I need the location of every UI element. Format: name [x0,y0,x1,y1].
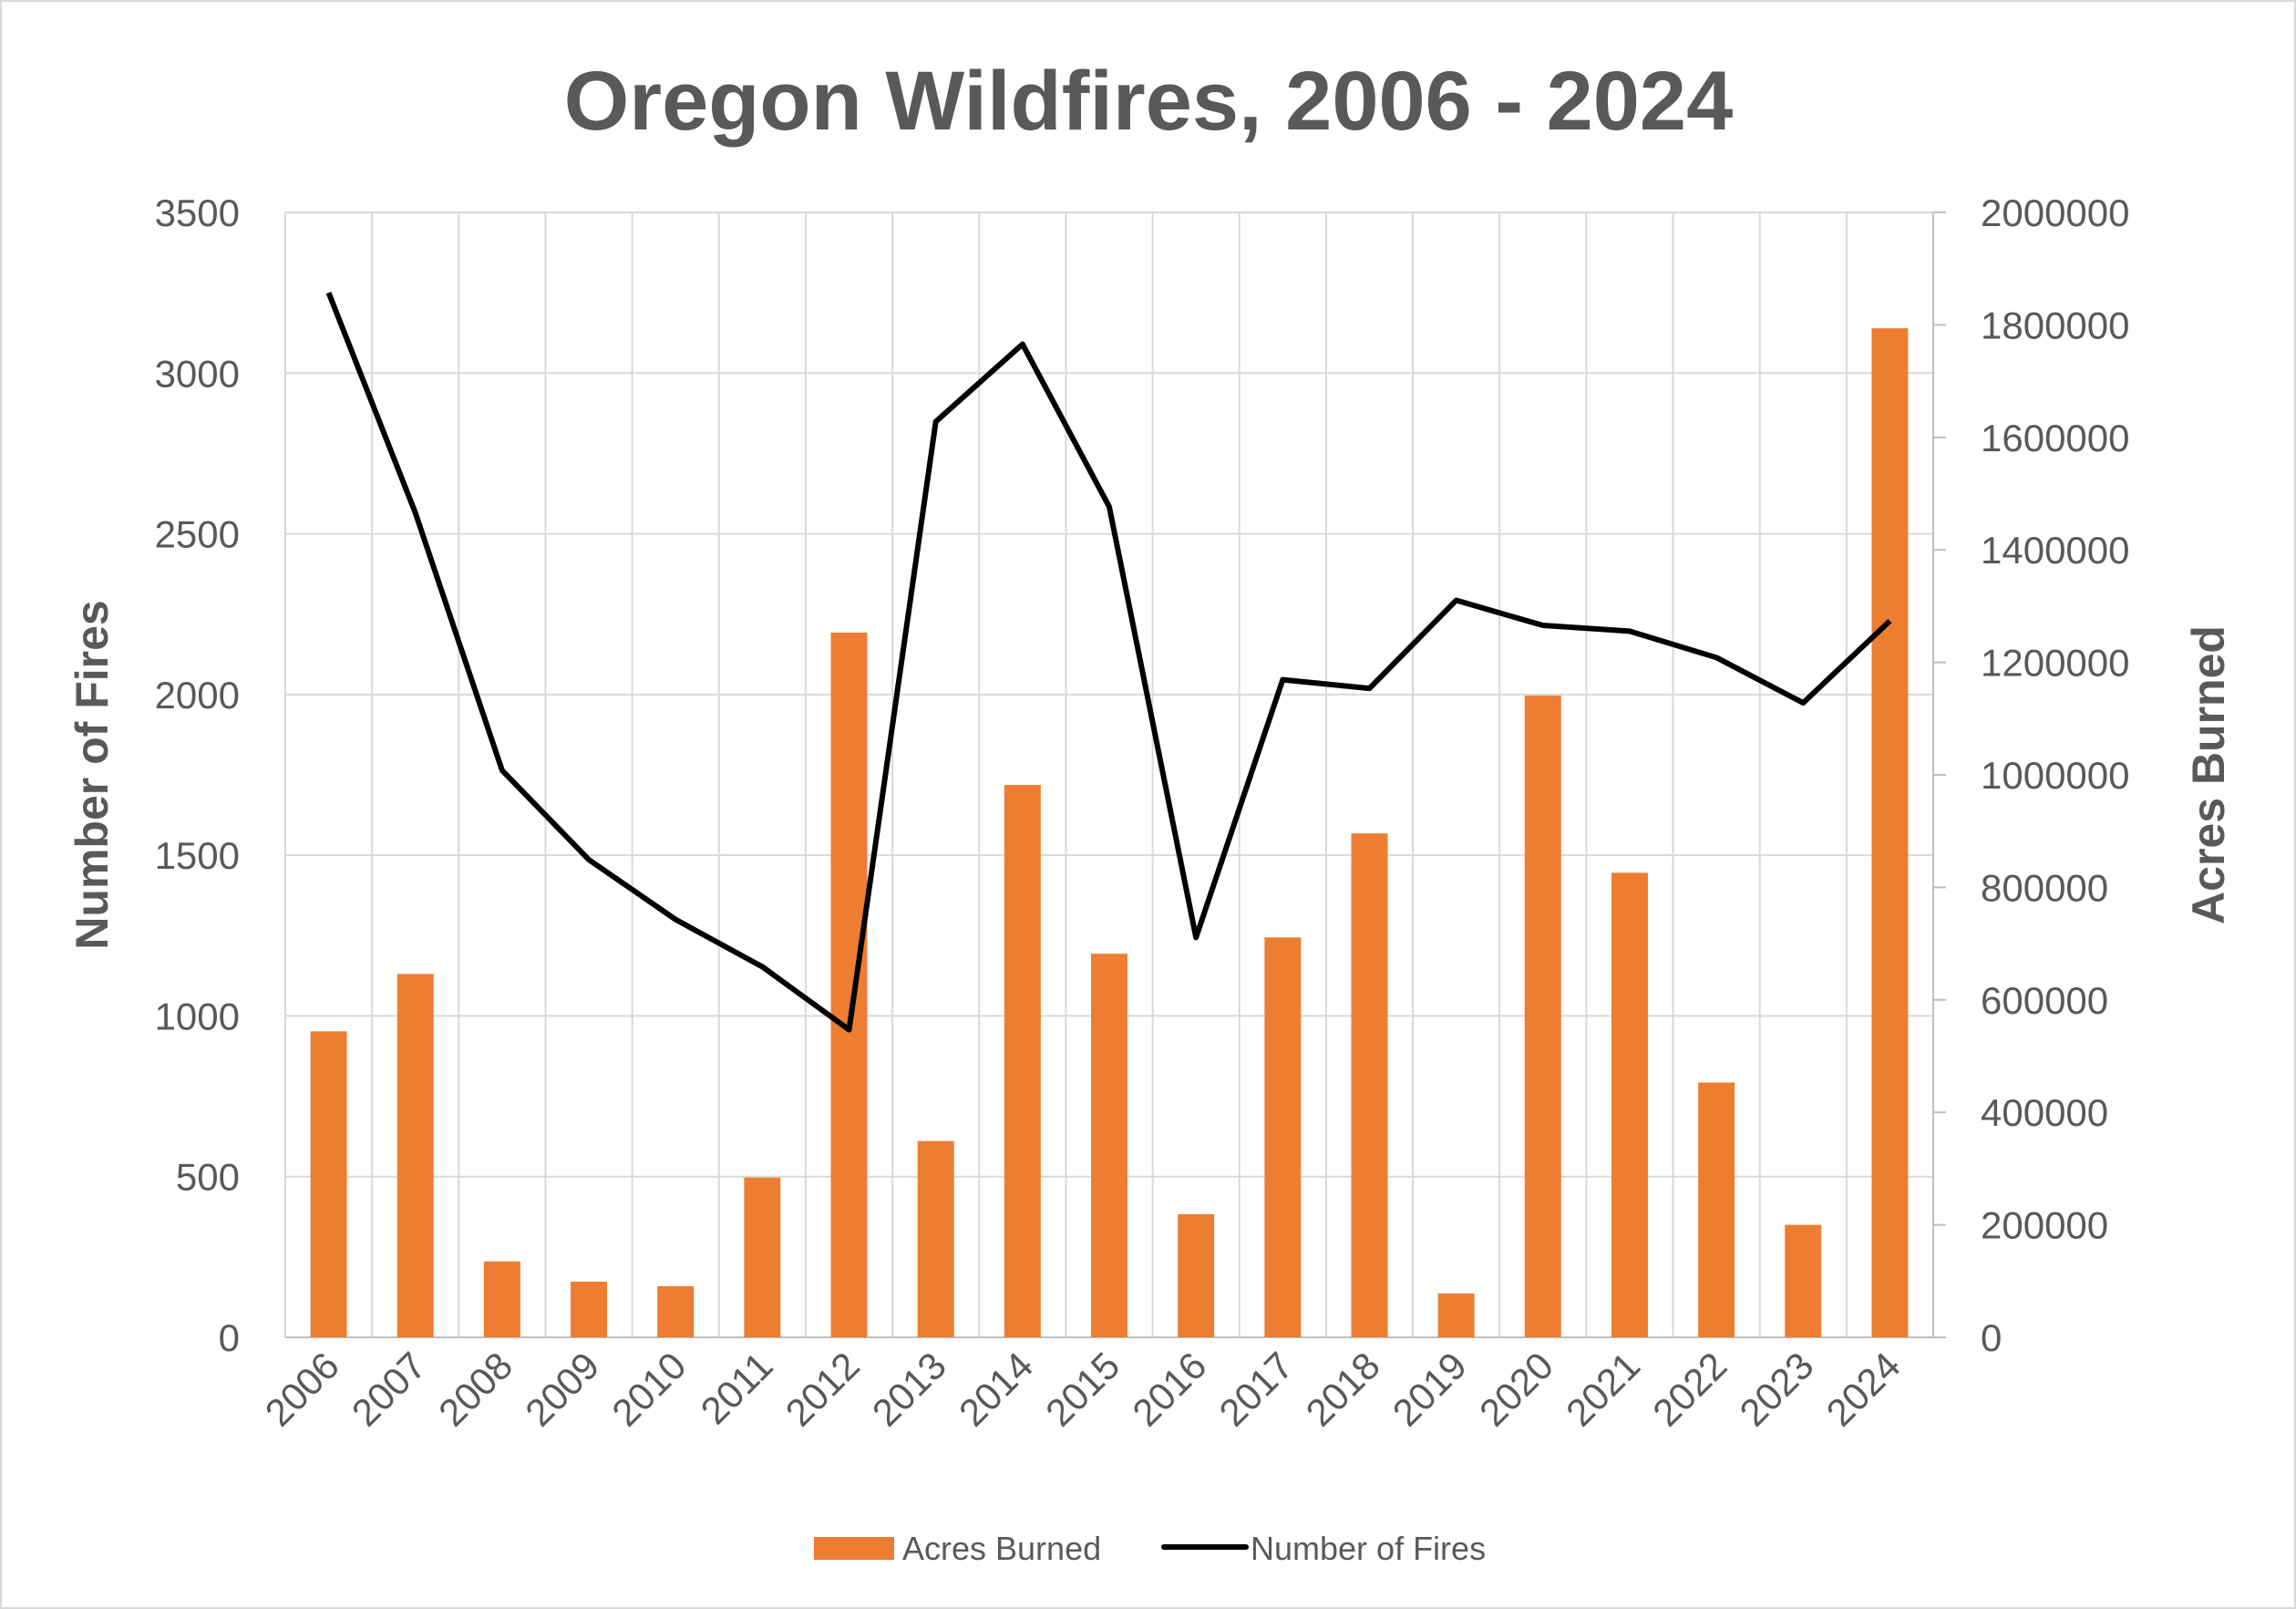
bar-2016 [1178,1213,1215,1337]
legend: Acres Burned Number of Fires [814,1530,1486,1567]
y-left-tick-label: 3500 [155,191,240,234]
y-left-tick-label: 1000 [155,995,240,1037]
y-right-tick-label: 200000 [1981,1204,2108,1247]
y-axis-right-title: Acres Burned [2183,625,2234,924]
y-right-tick-label: 600000 [1981,979,2108,1022]
bar-2023 [1785,1224,1822,1337]
y-left-tick-label: 0 [219,1316,240,1359]
line-series-number-of-fires [325,292,1892,1033]
y-right-tick-label: 400000 [1981,1091,2108,1134]
bar-2021 [1611,872,1648,1337]
bar-2006 [310,1031,347,1337]
y-right-tick-label: 1000000 [1981,754,2130,797]
line-number-of-fires [325,292,1892,1033]
y-left-tick-label: 2000 [155,674,240,717]
bar-2024 [1871,328,1909,1337]
bar-2019 [1437,1293,1475,1337]
bar-2013 [917,1140,954,1337]
bar-2014 [1004,785,1041,1337]
y-right-tick-label: 1200000 [1981,642,2130,685]
legend-label-acres-burned: Acres Burned [902,1530,1101,1567]
bar-2017 [1264,937,1302,1337]
bar-2022 [1698,1082,1735,1337]
bar-2008 [483,1261,520,1337]
bar-2020 [1524,696,1561,1337]
y-left-tick-label: 2500 [155,513,240,556]
legend-label-number-of-fires: Number of Fires [1251,1530,1486,1567]
y-right-tick-label: 1600000 [1981,417,2130,459]
y-right-tick-label: 800000 [1981,866,2108,909]
bar-2009 [571,1281,608,1337]
y-left-tick-label: 3000 [155,352,240,395]
bar-2007 [396,974,434,1337]
y-right-tick-label: 0 [1981,1316,2002,1359]
bar-2012 [830,632,868,1337]
y-right-tick-label: 2000000 [1981,191,2130,234]
bar-2010 [657,1285,695,1337]
legend-swatch-acres-burned [814,1537,894,1560]
y-right-tick-label: 1800000 [1981,304,2130,346]
bar-2018 [1351,833,1388,1337]
bar-2015 [1091,954,1127,1337]
y-left-tick-label: 1500 [155,834,240,877]
y-left-tick-label: 500 [176,1156,240,1199]
gridlines [284,211,1946,1338]
chart-title: Oregon Wildfires, 2006 - 2024 [564,55,1734,148]
y-right-tick-label: 1400000 [1981,529,2130,572]
bar-series-acres-burned [310,328,1909,1337]
bar-2011 [744,1177,781,1337]
y-axis-left-title: Number of Fires [67,600,118,949]
